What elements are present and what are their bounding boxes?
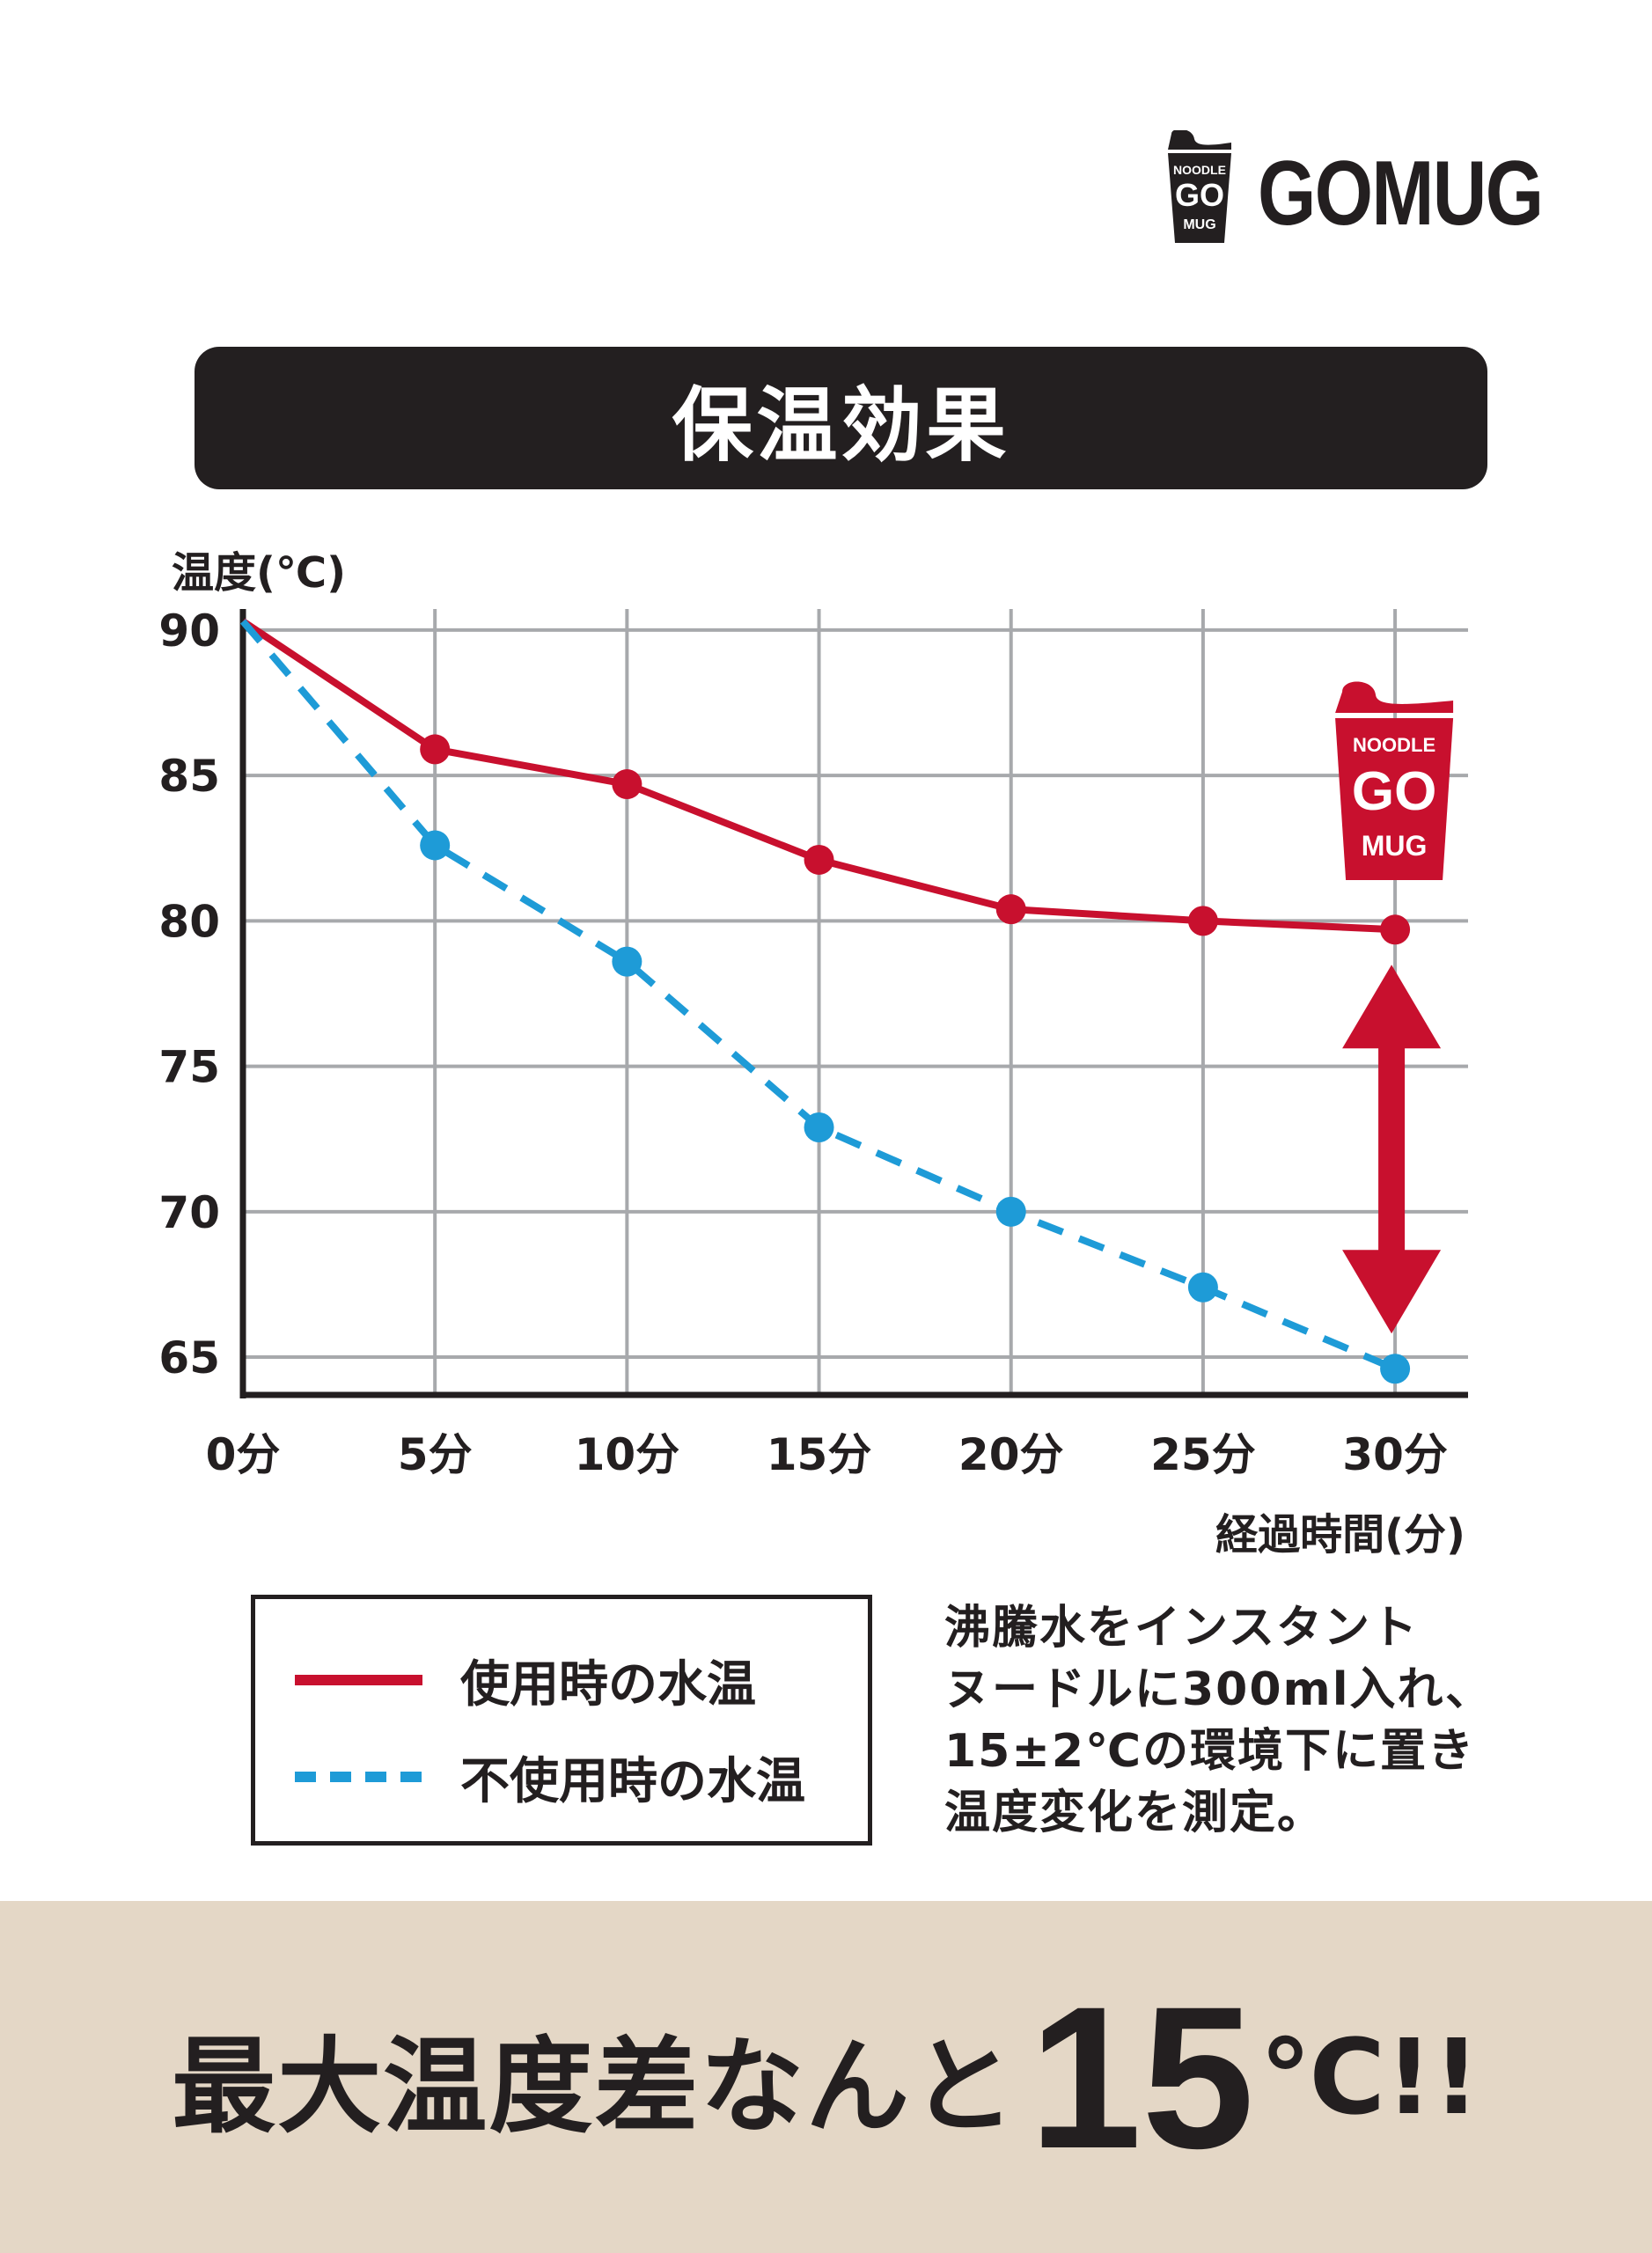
x-tick-label: 20分 [958,1429,1064,1480]
y-tick-label: 65 [158,1332,220,1383]
x-tick-label: 5分 [398,1429,473,1480]
chart-series [239,618,1411,1384]
legend-item-unused: 不使用時の水温 [255,1750,805,1810]
logo-cup-line-2: GO [1175,177,1224,213]
title-bar: 保温効果 [195,347,1487,489]
noodle-cup-mark-text: MUG [1362,830,1428,862]
x-tick-label: 0分 [206,1429,281,1480]
legend-item-used: 使用時の水温 [255,1654,756,1714]
legend-dashed-line-icon [295,1772,422,1782]
data-point-series-2 [995,1196,1026,1227]
brand-wordmark: GOMUG [1258,143,1544,245]
noodle-cup-logo-icon: NOODLE GO MUG [1168,130,1231,243]
banner-unit: ℃!! [1259,2016,1480,2138]
data-point-series-1 [995,894,1026,925]
chart-grid [243,609,1468,1395]
data-point-series-1 [1187,906,1218,936]
legend-solid-line-icon [295,1675,422,1685]
x-tick-label: 25分 [1150,1429,1256,1480]
x-axis-label: 経過時間(分) [1215,1510,1465,1559]
y-tick-label: 70 [158,1187,220,1238]
y-tick-label: 85 [158,751,220,802]
logo-cup-line-3: MUG [1183,217,1215,232]
logo-cup-line-1: NOODLE [1173,163,1226,177]
data-point-series-2 [804,1112,834,1142]
data-point-series-1 [1380,914,1411,945]
chart-legend: 使用時の水温 不使用時の水温 [251,1595,872,1846]
bottom-banner: 最大温度差なんと 15 ℃!! [0,1901,1652,2253]
data-point-series-2 [612,946,642,977]
temperature-chart: 90 85 80 75 70 65 0分 5分 10分 15分 20分 25分 30分 NOODLE GO… [158,548,1468,1559]
banner-number: 15 [1029,1963,1255,2191]
chart-ticks: 90 85 80 75 70 65 0分 5分 10分 15分 20分 25分 30分 [158,605,1447,1480]
x-tick-label: 30分 [1342,1429,1448,1480]
noodle-cup-mark-text: GO [1352,761,1436,822]
banner-text: 最大温度差なんと [172,2025,1017,2147]
noodle-cup-mark-icon: NOODLE GO MUG [1335,681,1454,880]
data-point-series-1 [420,734,451,765]
note-line: 沸騰水をインスタント [944,1602,1419,1655]
data-point-series-1 [612,769,642,800]
note-line: 温度変化を測定。 [944,1787,1325,1839]
y-tick-label: 90 [158,605,220,657]
note-line: 15±2℃の環境下に置き [944,1725,1476,1778]
legend-label-unused: 不使用時の水温 [460,1752,805,1810]
data-point-series-2 [420,830,451,861]
page-title: 保温効果 [672,378,1010,473]
noodle-cup-mark-text: NOODLE [1353,734,1435,756]
y-tick-label: 80 [158,896,220,947]
y-axis-label: 温度(℃) [172,548,346,598]
data-point-series-2 [1187,1272,1218,1303]
double-arrow-icon [1342,965,1442,1334]
legend-label-used: 使用時の水温 [460,1655,756,1714]
chart-annotation: NOODLE GO MUG [1335,681,1454,1334]
x-tick-label: 15分 [767,1429,872,1480]
chart-axes [239,609,1468,1398]
brand-logo: NOODLE GO MUG GOMUG [1166,130,1544,253]
note-line: ヌードルに300ml入れ、 [944,1663,1494,1716]
x-tick-label: 10分 [575,1429,680,1480]
measurement-note: 沸騰水をインスタント ヌードルに300ml入れ、 15±2℃の環境下に置き 温度… [944,1597,1578,1844]
data-point-series-1 [804,844,834,875]
data-point-series-2 [1380,1354,1411,1384]
y-tick-label: 75 [158,1042,220,1093]
banner-headline: 最大温度差なんと 15 ℃!! [0,1901,1652,2253]
